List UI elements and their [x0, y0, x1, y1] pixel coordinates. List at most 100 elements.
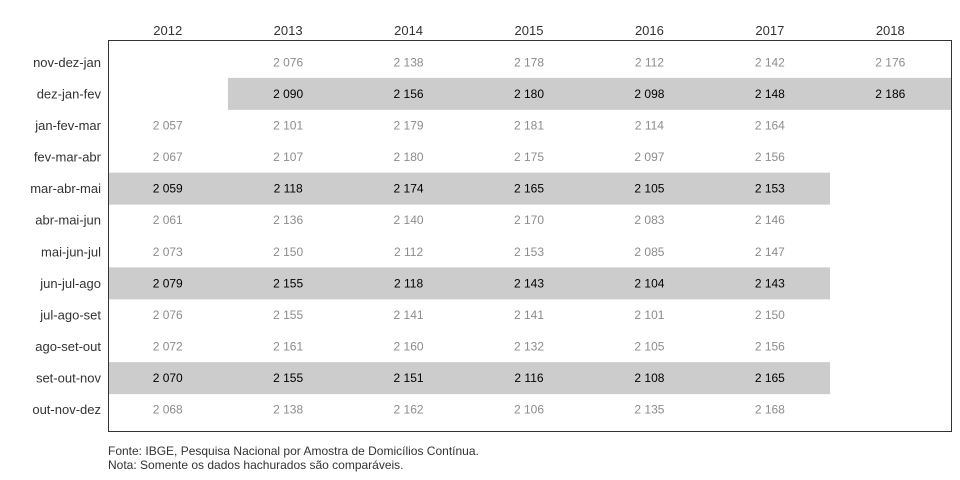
cell-set-out-nov-2015: 2 116 — [514, 371, 543, 385]
row-label-abr-mai-jun: abr-mai-jun — [35, 213, 101, 228]
cell-mai-jun-jul-2012: 2 073 — [153, 245, 183, 259]
row-label-jul-ago-set: jul-ago-set — [39, 307, 101, 322]
cell-nov-dez-jan-2015: 2 178 — [514, 55, 544, 69]
row-label-ago-set-out: ago-set-out — [35, 339, 101, 354]
chart-footer: Fonte: IBGE, Pesquisa Nacional por Amost… — [108, 444, 479, 472]
cell-dez-jan-fev-2014: 2 156 — [394, 87, 424, 101]
column-header-2014: 2014 — [394, 23, 423, 38]
cell-ago-set-out-2013: 2 161 — [273, 340, 303, 354]
cell-set-out-nov-2017: 2 165 — [755, 371, 785, 385]
cell-mar-abr-mai-2017: 2 153 — [755, 182, 785, 196]
column-header-2015: 2015 — [515, 23, 544, 38]
cell-ago-set-out-2017: 2 156 — [755, 340, 785, 354]
highlight-band-set-out-nov — [108, 362, 831, 395]
column-header-2016: 2016 — [635, 23, 664, 38]
cell-jun-jul-ago-2012: 2 079 — [153, 276, 183, 290]
cell-mar-abr-mai-2014: 2 174 — [394, 182, 424, 196]
cell-mar-abr-mai-2012: 2 059 — [153, 182, 183, 196]
cell-dez-jan-fev-2016: 2 098 — [634, 87, 664, 101]
cell-dez-jan-fev-2013: 2 090 — [273, 87, 303, 101]
cell-fev-mar-abr-2014: 2 180 — [394, 150, 424, 164]
cell-fev-mar-abr-2013: 2 107 — [273, 150, 303, 164]
cell-jun-jul-ago-2015: 2 143 — [514, 276, 544, 290]
cell-out-nov-dez-2015: 2 106 — [514, 403, 544, 417]
cell-jan-fev-mar-2014: 2 179 — [394, 118, 424, 132]
cell-jan-fev-mar-2015: 2 181 — [514, 118, 544, 132]
row-label-fev-mar-abr: fev-mar-abr — [34, 150, 102, 165]
cell-abr-mai-jun-2014: 2 140 — [394, 213, 424, 227]
cell-nov-dez-jan-2017: 2 142 — [755, 55, 785, 69]
row-label-jun-jul-ago: jun-jul-ago — [39, 276, 101, 291]
cell-out-nov-dez-2012: 2 068 — [153, 403, 183, 417]
cell-mar-abr-mai-2016: 2 105 — [634, 182, 664, 196]
cell-jul-ago-set-2017: 2 150 — [755, 308, 785, 322]
cell-set-out-nov-2016: 2 108 — [634, 371, 664, 385]
cell-set-out-nov-2012: 2 070 — [153, 371, 183, 385]
column-header-2017: 2017 — [755, 23, 784, 38]
row-label-jan-fev-mar: jan-fev-mar — [34, 118, 101, 133]
cell-dez-jan-fev-2017: 2 148 — [755, 87, 785, 101]
cell-jun-jul-ago-2013: 2 155 — [273, 276, 303, 290]
comparability-note: Nota: Somente os dados hachurados são co… — [108, 458, 404, 472]
cell-mai-jun-jul-2014: 2 112 — [394, 245, 423, 259]
row-label-set-out-nov: set-out-nov — [36, 371, 102, 386]
cell-jan-fev-mar-2012: 2 057 — [153, 118, 183, 132]
highlight-band-dez-jan-fev — [227, 77, 951, 110]
column-header-2013: 2013 — [274, 23, 303, 38]
cell-out-nov-dez-2013: 2 138 — [273, 403, 303, 417]
cell-fev-mar-abr-2017: 2 156 — [755, 150, 785, 164]
cell-jun-jul-ago-2016: 2 104 — [634, 276, 664, 290]
cell-mar-abr-mai-2013: 2 118 — [274, 182, 303, 196]
cell-ago-set-out-2015: 2 132 — [514, 340, 544, 354]
cell-ago-set-out-2016: 2 105 — [634, 340, 664, 354]
row-label-mar-abr-mai: mar-abr-mai — [30, 181, 101, 196]
cell-mar-abr-mai-2015: 2 165 — [514, 182, 544, 196]
cell-mai-jun-jul-2016: 2 085 — [634, 245, 664, 259]
cell-jan-fev-mar-2017: 2 164 — [755, 118, 785, 132]
cell-jul-ago-set-2016: 2 101 — [634, 308, 664, 322]
comparison-table-chart: 2012 2013 2014 2015 2016 2017 2018 nov-dez-jan 2… — [30, 23, 952, 432]
cell-set-out-nov-2013: 2 155 — [273, 371, 303, 385]
row-label-dez-jan-fev: dez-jan-fev — [37, 86, 102, 101]
cell-ago-set-out-2012: 2 072 — [153, 340, 183, 354]
row-label-nov-dez-jan: nov-dez-jan — [33, 55, 101, 70]
cell-jul-ago-set-2013: 2 155 — [273, 308, 303, 322]
cell-mai-jun-jul-2015: 2 153 — [514, 245, 544, 259]
row-label-mai-jun-jul: mai-jun-jul — [41, 244, 101, 259]
cell-out-nov-dez-2014: 2 162 — [394, 403, 424, 417]
cell-mai-jun-jul-2013: 2 150 — [273, 245, 303, 259]
cell-out-nov-dez-2017: 2 168 — [755, 403, 785, 417]
cell-dez-jan-fev-2018: 2 186 — [875, 87, 905, 101]
cell-abr-mai-jun-2013: 2 136 — [273, 213, 303, 227]
cell-nov-dez-jan-2014: 2 138 — [394, 55, 424, 69]
cell-ago-set-out-2014: 2 160 — [394, 340, 424, 354]
cell-nov-dez-jan-2016: 2 112 — [635, 55, 664, 69]
panel-border — [108, 40, 952, 432]
cell-abr-mai-jun-2016: 2 083 — [634, 213, 664, 227]
cell-fev-mar-abr-2016: 2 097 — [634, 150, 664, 164]
cell-jan-fev-mar-2013: 2 101 — [273, 118, 303, 132]
column-header-2012: 2012 — [153, 23, 182, 38]
cell-jul-ago-set-2015: 2 141 — [514, 308, 544, 322]
column-header-2018: 2018 — [876, 23, 905, 38]
cell-dez-jan-fev-2015: 2 180 — [514, 87, 544, 101]
cell-set-out-nov-2014: 2 151 — [394, 371, 424, 385]
cell-abr-mai-jun-2015: 2 170 — [514, 213, 544, 227]
cell-abr-mai-jun-2017: 2 146 — [755, 213, 785, 227]
cell-out-nov-dez-2016: 2 135 — [634, 403, 664, 417]
row-label-out-nov-dez: out-nov-dez — [32, 402, 101, 417]
cell-abr-mai-jun-2012: 2 061 — [153, 213, 183, 227]
cell-jul-ago-set-2012: 2 076 — [153, 308, 183, 322]
source-note: Fonte: IBGE, Pesquisa Nacional por Amost… — [108, 444, 479, 458]
cell-nov-dez-jan-2018: 2 176 — [875, 55, 905, 69]
cell-nov-dez-jan-2013: 2 076 — [273, 55, 303, 69]
cell-jun-jul-ago-2017: 2 143 — [755, 276, 785, 290]
cell-jan-fev-mar-2016: 2 114 — [635, 118, 664, 132]
highlight-band-jun-jul-ago — [108, 267, 831, 300]
cell-jul-ago-set-2014: 2 141 — [394, 308, 424, 322]
cell-fev-mar-abr-2015: 2 175 — [514, 150, 544, 164]
highlight-band-mar-abr-mai — [108, 172, 831, 205]
cell-jun-jul-ago-2014: 2 118 — [394, 276, 423, 290]
cell-fev-mar-abr-2012: 2 067 — [153, 150, 183, 164]
cell-mai-jun-jul-2017: 2 147 — [755, 245, 785, 259]
